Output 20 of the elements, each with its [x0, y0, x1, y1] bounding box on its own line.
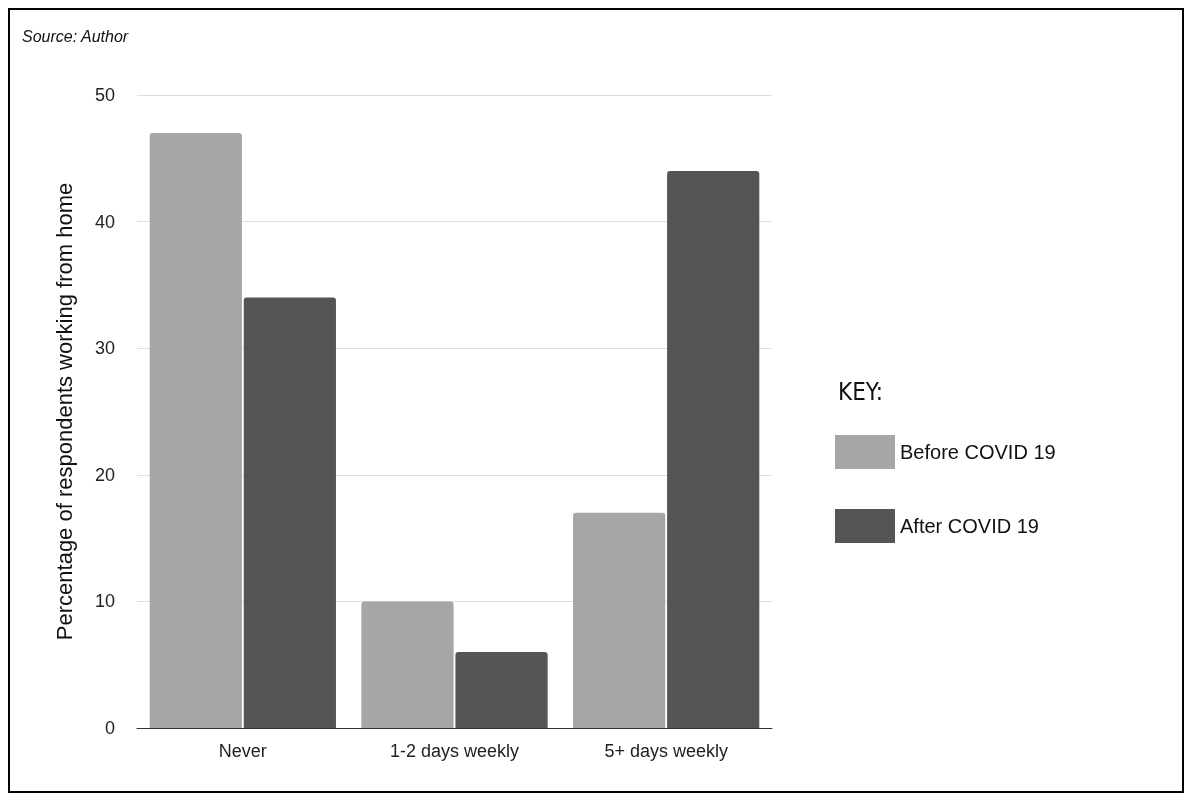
y-tick-label: 10 [94, 591, 115, 612]
legend-label: Before COVID 19 [900, 441, 1056, 463]
bar [361, 601, 454, 728]
y-tick-label: 0 [104, 718, 115, 738]
bar [455, 652, 548, 728]
y-tick-label: 50 [94, 85, 115, 105]
x-tick-label: 1-2 days weekly [389, 741, 520, 761]
bar [243, 297, 336, 728]
y-tick-label: 40 [94, 211, 115, 232]
bar [573, 512, 666, 728]
x-tick-label: Never [218, 741, 267, 761]
bar [149, 132, 242, 728]
legend-label: After COVID 19 [900, 515, 1039, 537]
bar [667, 170, 760, 728]
y-tick-label: 30 [94, 338, 115, 359]
legend-title: KEY: [838, 378, 884, 406]
source-note: Source: Author [22, 27, 129, 45]
y-tick-label: 20 [94, 464, 115, 485]
y-axis-title: Percentage of respondents working from home [51, 182, 77, 641]
x-tick-label: 5+ days weekly [604, 741, 728, 761]
